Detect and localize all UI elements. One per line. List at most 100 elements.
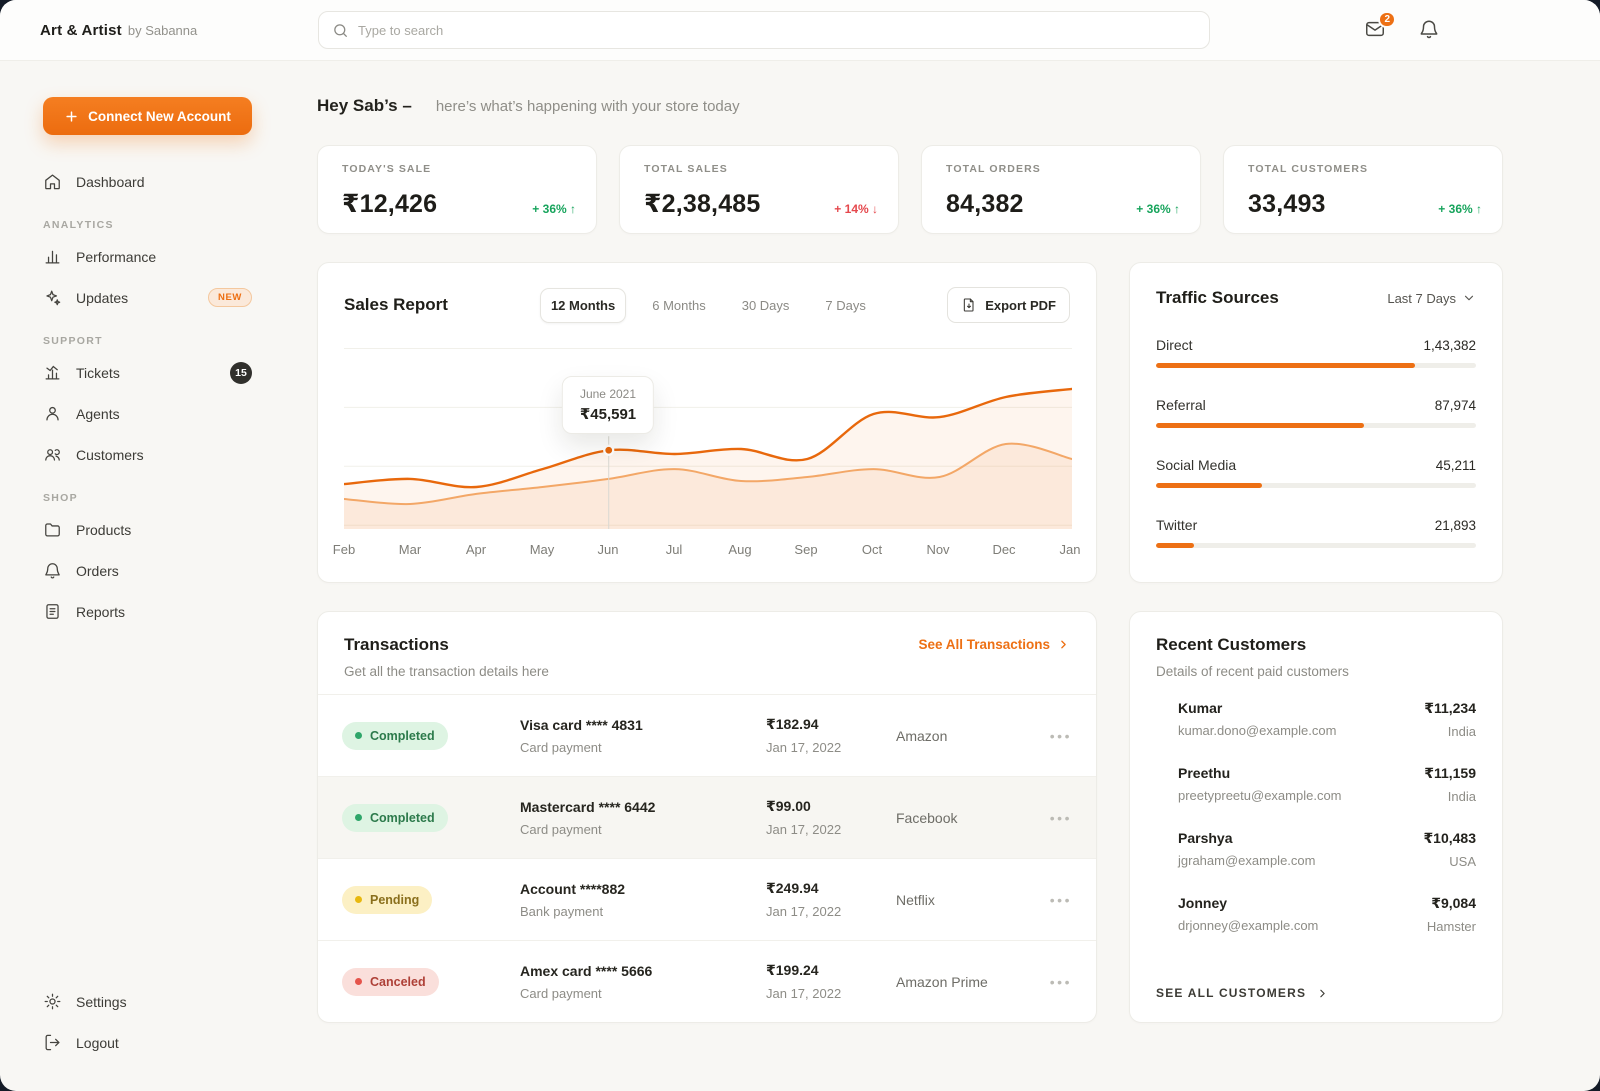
traffic-item-social-media: Social Media 45,211 <box>1156 457 1476 488</box>
sidebar-item-label: Tickets <box>76 364 120 381</box>
customer-name: Parshya <box>1178 830 1233 846</box>
x-axis-label: Mar <box>398 542 422 557</box>
transactions-table: Completed Visa card **** 4831 Card paymen… <box>318 694 1096 1022</box>
transaction-date: Jan 17, 2022 <box>766 904 842 919</box>
sidebar-item-orders[interactable]: Orders <box>43 550 252 591</box>
row-actions-button[interactable]: ••• <box>1049 727 1072 744</box>
new-badge: NEW <box>208 288 252 307</box>
chevron-right-icon <box>1061 640 1066 649</box>
customer-country: India <box>1447 789 1476 804</box>
customer-country: Hamster <box>1426 919 1476 934</box>
x-axis-label: May <box>529 542 555 557</box>
x-axis-label: Apr <box>465 542 487 557</box>
traffic-bar-track <box>1156 423 1476 428</box>
traffic-source-value: 21,893 <box>1434 517 1476 533</box>
see-all-customers-link[interactable]: SEE ALL CUSTOMERS <box>1156 986 1476 1000</box>
stat-delta: + 36% ↑ <box>1136 202 1180 216</box>
sidebar-item-agents[interactable]: Agents <box>43 393 252 434</box>
transaction-row: Canceled Amex card **** 5666 Card payment… <box>318 940 1096 1022</box>
stat-label: TOTAL SALES <box>644 163 728 175</box>
plus-icon <box>66 110 77 122</box>
sidebar-bottom: Settings Logout <box>43 981 252 1063</box>
customer-amount: ₹11,234 <box>1424 700 1476 716</box>
chevron-down-icon <box>1464 295 1474 301</box>
main-content: Hey Sab’s – here’s what’s happening with… <box>296 61 1600 1091</box>
row-actions-button[interactable]: ••• <box>1049 809 1072 826</box>
stat-delta: + 36% ↑ <box>532 202 576 216</box>
traffic-range-label: Last 7 Days <box>1387 290 1456 306</box>
see-all-customers-label: SEE ALL CUSTOMERS <box>1156 986 1307 1000</box>
traffic-source-value: 1,43,382 <box>1423 337 1476 353</box>
traffic-source-name: Twitter <box>1156 517 1198 533</box>
sales-chart-area[interactable]: June 2021 ₹45,591 <box>344 339 1072 529</box>
row-actions-button[interactable]: ••• <box>1049 891 1072 908</box>
connect-new-account-button[interactable]: Connect New Account <box>43 97 252 135</box>
tab-30-days[interactable]: 30 Days <box>741 297 790 313</box>
sidebar-item-customers[interactable]: Customers <box>43 434 252 475</box>
search-input[interactable] <box>358 22 1196 38</box>
customer-row: Parshya jgraham@example.com ₹10,483 USA <box>1156 817 1476 882</box>
status-badge: Completed <box>342 803 448 832</box>
tab-7-days[interactable]: 7 Days <box>825 297 866 313</box>
traffic-source-value: 45,211 <box>1435 457 1476 473</box>
sidebar-item-label: Dashboard <box>76 173 145 190</box>
traffic-bar-track <box>1156 363 1476 368</box>
notifications-button[interactable] <box>1418 18 1442 42</box>
row-actions-button[interactable]: ••• <box>1049 973 1072 990</box>
home-icon <box>45 174 60 190</box>
traffic-bar-fill <box>1156 363 1416 368</box>
sidebar-item-label: Customers <box>76 446 144 463</box>
transaction-channel: Amazon Prime <box>896 973 988 990</box>
sidebar-nav: Dashboard ANALYTICS Performance Updates … <box>43 161 252 632</box>
topbar-actions: 2 <box>1364 11 1442 42</box>
transaction-amount: ₹182.94 <box>766 716 819 732</box>
mail-badge: 2 <box>1378 11 1396 28</box>
x-axis-label: Feb <box>332 542 356 557</box>
sidebar-item-tickets[interactable]: Tickets 15 <box>43 352 252 393</box>
traffic-range-dropdown[interactable]: Last 7 Days <box>1387 291 1476 306</box>
topbar: Art & Artist by Sabanna 2 <box>0 0 1600 61</box>
tickets-count-badge: 15 <box>230 361 252 384</box>
sidebar-item-reports[interactable]: Reports <box>43 591 252 632</box>
chevron-right-icon <box>1320 989 1325 997</box>
sidebar-item-settings[interactable]: Settings <box>43 981 252 1022</box>
mail-button[interactable]: 2 <box>1364 11 1396 42</box>
search-bar[interactable] <box>318 11 1210 49</box>
brand-byline: by Sabanna <box>127 22 198 38</box>
traffic-source-name: Social Media <box>1156 457 1237 473</box>
sidebar-item-dashboard[interactable]: Dashboard <box>43 161 252 202</box>
payment-type: Card payment <box>520 985 602 1001</box>
x-axis-label: Dec <box>992 542 1016 557</box>
sidebar-item-logout[interactable]: Logout <box>43 1022 252 1063</box>
tab-12-months[interactable]: 12 Months <box>539 287 627 323</box>
sidebar: Connect New Account Dashboard ANALYTICS … <box>0 61 296 1091</box>
sidebar-item-updates[interactable]: Updates NEW <box>43 277 252 318</box>
status-badge: Canceled <box>342 967 439 996</box>
brand-name: Art & Artist <box>40 21 122 39</box>
customer-name: Kumar <box>1178 700 1223 716</box>
folder-icon <box>45 523 60 537</box>
tooltip-date: June 2021 <box>579 387 637 402</box>
customer-row: Kumar kumar.dono@example.com ₹11,234 India <box>1156 687 1476 752</box>
status-dot-icon <box>355 732 362 739</box>
stat-value: ₹12,426 <box>342 190 438 218</box>
sales-line-chart <box>344 348 1072 529</box>
sidebar-item-label: Orders <box>76 562 119 579</box>
see-all-transactions-link[interactable]: See All Transactions <box>918 635 1070 652</box>
tab-6-months[interactable]: 6 Months <box>652 297 706 313</box>
recent-customers-title: Recent Customers <box>1156 635 1307 654</box>
stat-card-total-customers: TOTAL CUSTOMERS 33,493 + 36% ↑ <box>1223 145 1503 234</box>
recent-customers-subtitle: Details of recent paid customers <box>1156 664 1349 679</box>
recent-customers-list: Kumar kumar.dono@example.com ₹11,234 India… <box>1156 687 1476 947</box>
export-pdf-button[interactable]: Export PDF <box>947 287 1070 323</box>
traffic-sources-card: Traffic Sources Last 7 Days Direct 1,43,… <box>1129 262 1503 583</box>
sales-report-card: Sales Report 12 Months 6 Months 30 Days … <box>317 262 1097 583</box>
transaction-row: Completed Visa card **** 4831 Card paymen… <box>318 694 1096 776</box>
payment-type: Card payment <box>520 821 602 837</box>
sidebar-item-performance[interactable]: Performance <box>43 236 252 277</box>
search-icon <box>334 23 347 37</box>
sidebar-item-products[interactable]: Products <box>43 509 252 550</box>
x-axis-label: Oct <box>861 542 883 557</box>
customer-country: India <box>1447 724 1476 739</box>
